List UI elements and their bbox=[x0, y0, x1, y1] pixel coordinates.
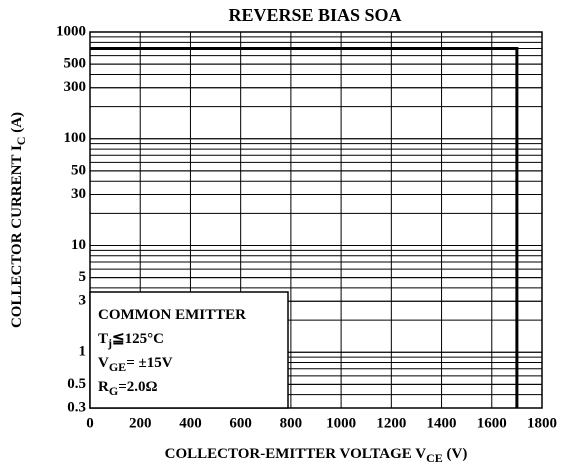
x-tick-label: 800 bbox=[280, 415, 303, 431]
y-tick-label: 300 bbox=[64, 79, 87, 95]
y-tick-label: 0.5 bbox=[67, 376, 86, 392]
data-line bbox=[90, 47, 519, 408]
x-tick-label: 1200 bbox=[376, 415, 406, 431]
y-axis-label-sub: C bbox=[14, 137, 28, 146]
annotation-sub: G bbox=[109, 384, 118, 398]
y-tick-label: 1 bbox=[79, 344, 87, 360]
y-tick-label: 1000 bbox=[56, 23, 86, 39]
x-tick-label: 1000 bbox=[326, 415, 356, 431]
annotation-rest: = ±15V bbox=[126, 355, 173, 371]
annotation-text: V bbox=[98, 355, 109, 371]
x-tick-label: 1800 bbox=[527, 415, 557, 431]
y-axis-label: COLLECTOR CURRENT IC (A) bbox=[9, 112, 27, 328]
y-tick-label: 5 bbox=[79, 269, 87, 285]
x-axis-label-rest: (V) bbox=[443, 446, 468, 462]
annotation-text: R bbox=[98, 379, 109, 395]
annotation: RG=2.0Ω bbox=[98, 379, 158, 397]
y-tick-label: 0.3 bbox=[67, 399, 86, 415]
y-tick-label: 30 bbox=[71, 186, 86, 202]
y-tick-label: 3 bbox=[79, 293, 87, 309]
x-tick-label: 200 bbox=[129, 415, 152, 431]
plot-frame bbox=[89, 31, 543, 409]
x-tick-label: 1600 bbox=[477, 415, 507, 431]
annotation: Tj≦125°C bbox=[98, 331, 164, 349]
y-axis-label-rest: (A) bbox=[9, 112, 25, 137]
x-axis-label-text: COLLECTOR-EMITTER VOLTAGE V bbox=[165, 446, 427, 462]
x-axis-label: COLLECTOR-EMITTER VOLTAGE VCE (V) bbox=[165, 446, 468, 464]
y-tick-label: 100 bbox=[64, 130, 87, 146]
annotation: COMMON EMITTER bbox=[98, 307, 246, 323]
annotation-text: COMMON EMITTER bbox=[98, 307, 246, 323]
annotation: VGE= ±15V bbox=[98, 355, 173, 373]
x-tick-label: 600 bbox=[229, 415, 252, 431]
x-tick-label: 400 bbox=[179, 415, 202, 431]
x-axis-label-sub: CE bbox=[426, 451, 443, 465]
y-tick-label: 500 bbox=[64, 56, 87, 72]
annotation-box bbox=[89, 291, 289, 409]
annotation-text: T bbox=[98, 331, 108, 347]
annotation-rest: ≦125°C bbox=[112, 331, 164, 347]
annotation-rest: =2.0Ω bbox=[118, 379, 157, 395]
x-tick-label: 0 bbox=[86, 415, 94, 431]
y-tick-label: 10 bbox=[71, 237, 86, 253]
annotation-sub: j bbox=[107, 336, 112, 350]
y-tick-label: 50 bbox=[71, 162, 86, 178]
y-axis-label-text: COLLECTOR CURRENT I bbox=[9, 145, 25, 328]
x-tick-label: 1400 bbox=[427, 415, 457, 431]
chart-title: REVERSE BIAS SOA bbox=[228, 5, 401, 25]
annotation-sub: GE bbox=[109, 360, 126, 374]
